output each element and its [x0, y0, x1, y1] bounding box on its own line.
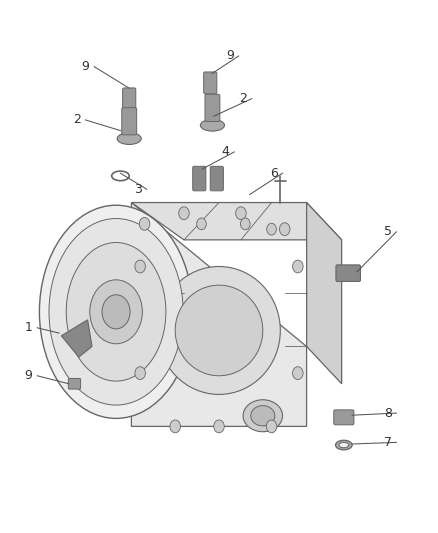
Text: 4: 4 — [222, 146, 230, 158]
Text: 9: 9 — [81, 60, 89, 73]
FancyBboxPatch shape — [336, 265, 360, 281]
Circle shape — [170, 420, 180, 433]
FancyBboxPatch shape — [122, 108, 137, 135]
Polygon shape — [307, 203, 342, 384]
FancyBboxPatch shape — [205, 94, 220, 122]
Text: 9: 9 — [25, 369, 32, 382]
Circle shape — [266, 420, 277, 433]
Circle shape — [214, 420, 224, 433]
Text: 3: 3 — [134, 183, 142, 196]
Text: 1: 1 — [25, 321, 32, 334]
Text: 8: 8 — [384, 407, 392, 419]
Circle shape — [139, 217, 150, 230]
Text: 9: 9 — [226, 50, 234, 62]
FancyBboxPatch shape — [123, 88, 136, 110]
Circle shape — [293, 260, 303, 273]
Ellipse shape — [339, 442, 349, 448]
Text: 5: 5 — [384, 225, 392, 238]
Circle shape — [135, 260, 145, 273]
Ellipse shape — [49, 219, 183, 405]
Ellipse shape — [175, 285, 263, 376]
FancyBboxPatch shape — [334, 410, 354, 425]
Circle shape — [179, 207, 189, 220]
Polygon shape — [131, 203, 307, 426]
Polygon shape — [61, 320, 92, 357]
Circle shape — [236, 207, 246, 220]
Circle shape — [240, 218, 250, 230]
Text: 2: 2 — [239, 92, 247, 105]
Circle shape — [279, 223, 290, 236]
Circle shape — [293, 367, 303, 379]
Circle shape — [197, 218, 206, 230]
Circle shape — [102, 295, 130, 329]
Text: 2: 2 — [73, 114, 81, 126]
Polygon shape — [131, 203, 342, 240]
Text: 6: 6 — [270, 167, 278, 180]
Ellipse shape — [243, 400, 283, 432]
Ellipse shape — [200, 119, 224, 131]
Ellipse shape — [158, 266, 280, 394]
Circle shape — [267, 223, 276, 235]
Ellipse shape — [66, 243, 166, 381]
Ellipse shape — [39, 205, 193, 418]
Ellipse shape — [336, 440, 352, 450]
FancyBboxPatch shape — [204, 72, 217, 94]
Ellipse shape — [251, 406, 275, 426]
Ellipse shape — [117, 133, 141, 144]
Circle shape — [90, 280, 142, 344]
Circle shape — [135, 367, 145, 379]
FancyBboxPatch shape — [68, 378, 81, 389]
FancyBboxPatch shape — [193, 166, 206, 191]
FancyBboxPatch shape — [210, 166, 223, 191]
Text: 7: 7 — [384, 436, 392, 449]
